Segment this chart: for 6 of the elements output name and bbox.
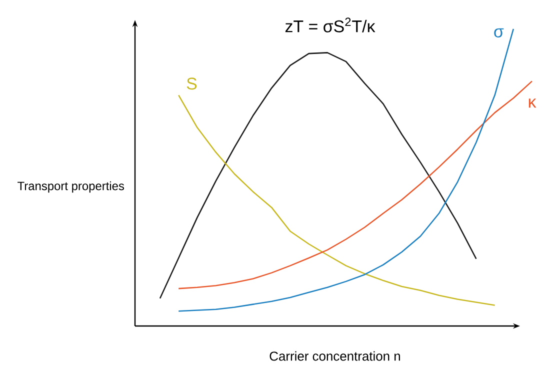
- y-axis-title: Transport properties: [18, 181, 124, 193]
- chart-title: zT = σS$^{2}$T/κ: [285, 18, 376, 32]
- series-label: S: [186, 78, 197, 90]
- series-label: κ: [528, 98, 536, 108]
- x-axis-title: Carrier concentration n: [270, 351, 400, 361]
- series-label: σ: [494, 28, 504, 38]
